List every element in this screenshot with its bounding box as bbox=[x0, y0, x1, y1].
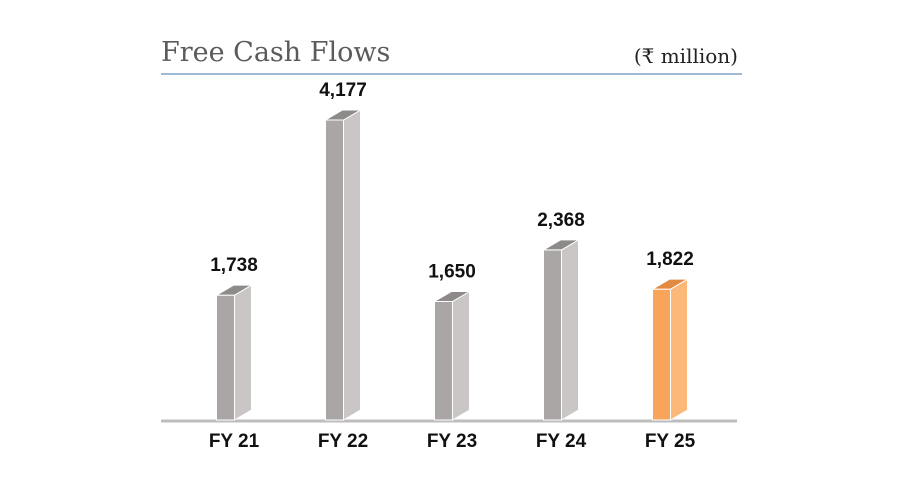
bars-group: 1,738 FY 21 4,177 FY 22 1,650 FY 23 2,368 FY 24… bbox=[209, 80, 696, 452]
bar-front bbox=[434, 300, 453, 421]
bar-front bbox=[325, 119, 344, 421]
bar-1 bbox=[214, 284, 254, 421]
data-label: 2,368 bbox=[537, 210, 585, 231]
unit-label: (₹ million) bbox=[634, 44, 738, 68]
data-label: 4,177 bbox=[319, 80, 367, 101]
bar-top bbox=[650, 278, 690, 290]
bar-side bbox=[234, 284, 252, 421]
bar-side bbox=[343, 109, 361, 421]
x-tick-label: FY 24 bbox=[536, 431, 587, 452]
bar-side bbox=[452, 290, 470, 421]
bar-3 bbox=[432, 290, 472, 421]
data-label: 1,822 bbox=[646, 249, 694, 270]
bar-side bbox=[561, 239, 579, 421]
bar-2 bbox=[323, 109, 363, 421]
data-label: 1,738 bbox=[210, 255, 258, 276]
bar-front bbox=[652, 288, 671, 421]
x-tick-label: FY 21 bbox=[209, 431, 260, 452]
bar-side bbox=[670, 278, 688, 421]
bar-top bbox=[541, 239, 581, 251]
x-tick-label: FY 25 bbox=[645, 431, 696, 452]
bar-front bbox=[543, 249, 562, 421]
data-label: 1,650 bbox=[428, 261, 476, 282]
bar-4 bbox=[541, 239, 581, 421]
bar-front bbox=[216, 294, 235, 421]
x-tick-label: FY 22 bbox=[318, 431, 368, 452]
bar-top bbox=[214, 284, 254, 296]
bar-top bbox=[432, 290, 472, 302]
bar-top bbox=[323, 109, 363, 121]
x-tick-label: FY 23 bbox=[427, 431, 477, 452]
bar-5 bbox=[650, 278, 690, 421]
chart-title: Free Cash Flows bbox=[161, 37, 390, 68]
